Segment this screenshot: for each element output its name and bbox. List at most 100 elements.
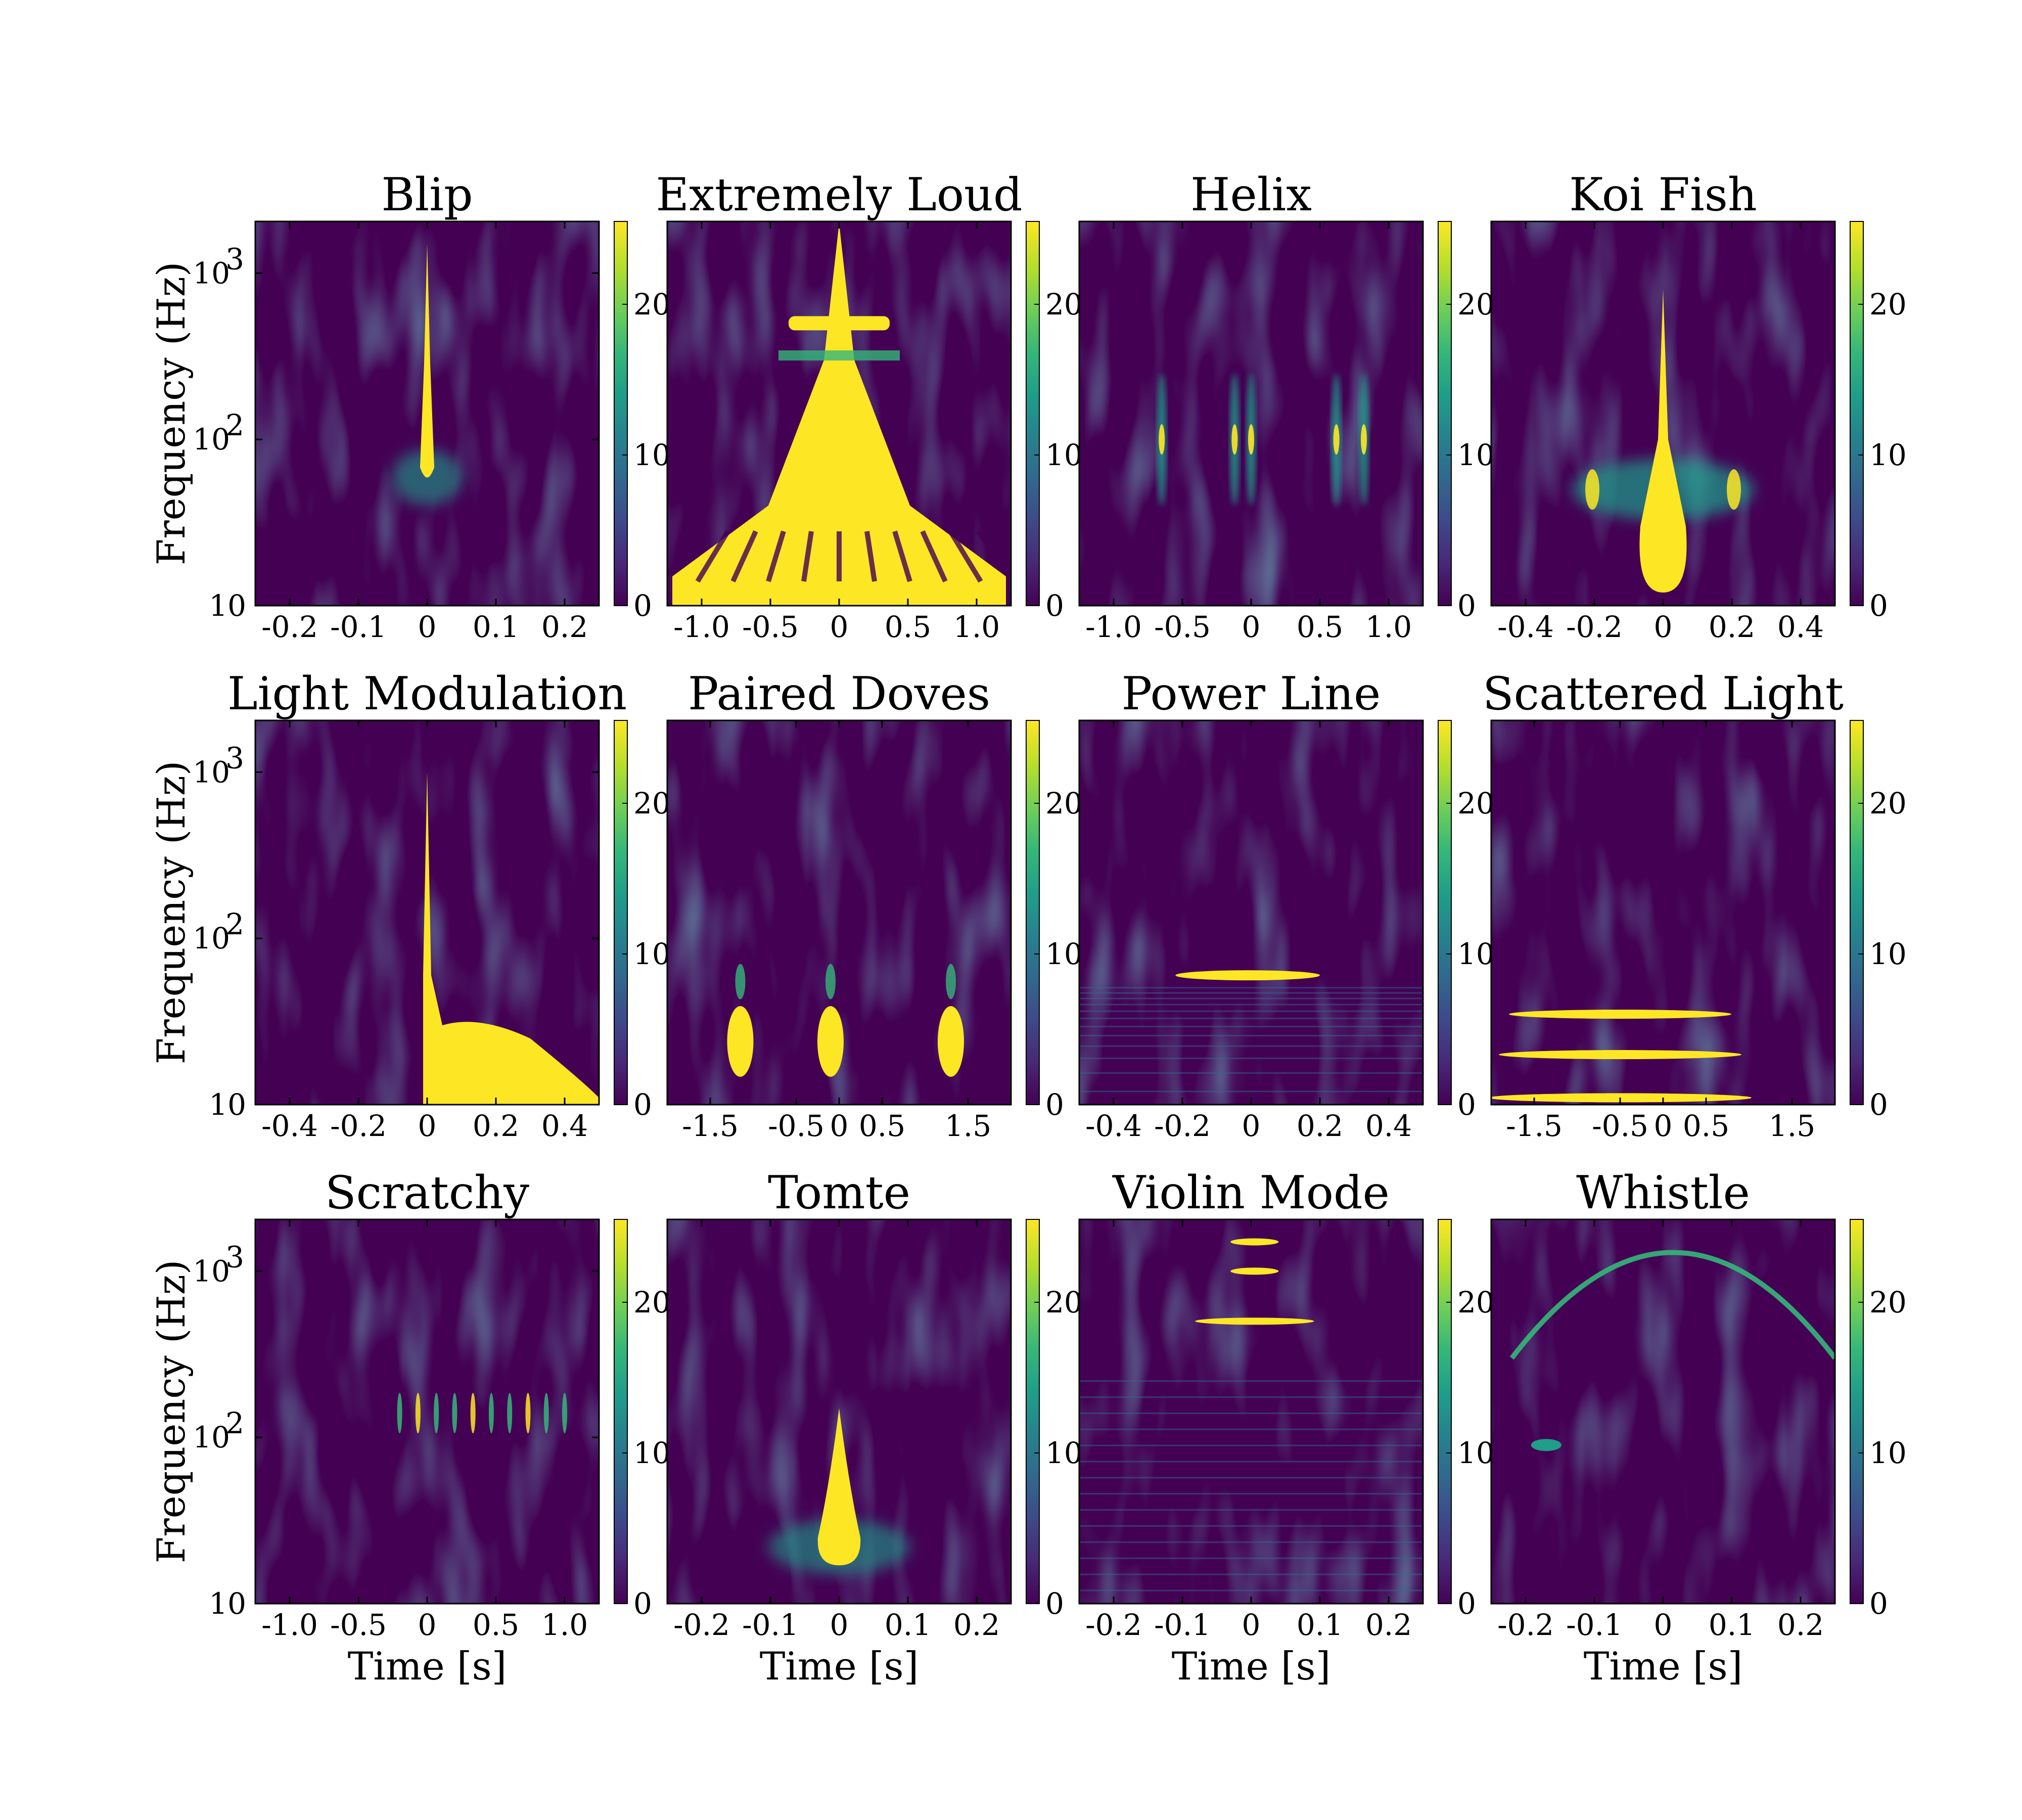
feature-cone	[667, 223, 1011, 606]
y-tick-label: 10	[193, 1254, 230, 1288]
spectrogram-area	[255, 720, 599, 1105]
y-tick-exponent: 2	[225, 408, 244, 442]
colorbar-tick-label: 0	[1869, 1586, 1888, 1621]
colorbar-tick-label: 10	[1869, 1436, 1907, 1470]
x-tick-label: 0	[830, 610, 849, 644]
x-tick-label: 0	[1242, 610, 1261, 644]
colorbar-tick-label: 10	[633, 937, 671, 971]
feature-line	[1079, 970, 1423, 1093]
panel-title: Power Line	[1122, 667, 1381, 720]
x-tick-label: -0.2	[673, 1608, 730, 1642]
panel-title: Whistle	[1576, 1166, 1750, 1219]
colorbar	[1438, 720, 1452, 1105]
x-tick-label: 0.1	[885, 1608, 931, 1642]
x-tick-label: -1.0	[1085, 610, 1142, 644]
feature-arc	[1509, 1250, 1835, 1451]
x-tick-label: -0.1	[330, 610, 387, 644]
colorbar	[1026, 221, 1040, 606]
y-tick-label: 10	[193, 1420, 230, 1454]
colorbar-tick-label: 20	[1045, 1285, 1083, 1320]
colorbar-tick-label: 10	[1045, 438, 1083, 472]
x-tick-label: 1.0	[1365, 610, 1412, 644]
colorbar-tick-label: 10	[1045, 937, 1083, 971]
x-tick-label: 0	[1242, 1109, 1261, 1143]
panel-title: Koi Fish	[1569, 168, 1757, 221]
x-tick-label: -0.5	[1154, 610, 1211, 644]
spectrogram-area	[1491, 221, 1835, 606]
colorbar-tick-label: 0	[1045, 1087, 1064, 1122]
spectrogram-area	[667, 221, 1011, 606]
colorbar-tick-label: 10	[1869, 937, 1907, 971]
x-tick-label: -0.5	[742, 610, 799, 644]
noise-texture	[1491, 720, 1835, 1105]
x-tick-label: 0	[1654, 1109, 1673, 1143]
spectrogram-area	[1491, 720, 1835, 1105]
y-tick-exponent: 2	[225, 907, 244, 941]
panel-title: Extremely Loud	[656, 168, 1022, 221]
x-tick-label: 0.5	[1683, 1109, 1729, 1143]
panel-title: Tomte	[768, 1166, 910, 1219]
x-tick-label: -0.2	[1085, 1608, 1142, 1642]
panel-title: Paired Doves	[688, 667, 990, 720]
colorbar	[614, 720, 628, 1105]
x-tick-label: -0.4	[1497, 610, 1554, 644]
feature-teardrop	[768, 1408, 910, 1575]
x-tick-label: -1.0	[673, 610, 730, 644]
colorbar-tick-label: 10	[633, 1436, 671, 1470]
colorbar-tick-label: 20	[633, 786, 671, 821]
colorbar-tick-label: 20	[1869, 1285, 1907, 1320]
y-tick-exponent: 3	[225, 741, 244, 775]
colorbar-tick-label: 0	[1045, 588, 1064, 623]
x-tick-label: 0	[418, 1109, 437, 1143]
feature-blobs	[727, 964, 964, 1077]
spectrogram-area	[1079, 720, 1423, 1105]
y-tick-label: 10	[209, 1087, 246, 1122]
x-tick-label: -0.4	[1085, 1109, 1142, 1143]
x-tick-label: 0	[418, 610, 437, 644]
panel-title: Light Modulation	[227, 667, 627, 720]
colorbar	[1850, 1219, 1864, 1604]
spectrogram-area	[667, 1219, 1011, 1604]
feature-comb	[397, 1393, 567, 1434]
x-axis-label: Time [s]	[1584, 1644, 1743, 1689]
y-tick-exponent: 3	[225, 242, 244, 276]
y-tick-label: 10	[193, 755, 230, 789]
x-tick-label: 0	[1242, 1608, 1261, 1642]
colorbar	[1438, 1219, 1452, 1604]
colorbar	[1850, 221, 1864, 606]
y-tick-exponent: 3	[225, 1240, 244, 1274]
colorbar-tick-label: 20	[1045, 287, 1083, 322]
noise-texture	[1079, 1219, 1423, 1604]
colorbar-tick-label: 0	[633, 588, 652, 623]
noise-texture	[255, 1219, 599, 1604]
y-axis-label: Frequency (Hz)	[149, 1260, 194, 1564]
spectrogram-area	[1079, 221, 1423, 606]
colorbar-tick-label: 0	[1457, 1087, 1476, 1122]
feature-spike_with_tail	[423, 772, 599, 1105]
y-axis-label: Frequency (Hz)	[149, 761, 194, 1065]
y-tick-exponent: 2	[225, 1406, 244, 1440]
colorbar	[1438, 221, 1452, 606]
x-tick-label: 0.2	[1365, 1608, 1412, 1642]
x-tick-label: 1.5	[1769, 1109, 1815, 1143]
spectrogram-area	[1079, 1219, 1423, 1604]
y-tick-label: 10	[209, 1586, 246, 1621]
spectrogram-area	[255, 221, 599, 606]
x-tick-label: -0.2	[1497, 1608, 1554, 1642]
spectrogram-area	[255, 1219, 599, 1604]
x-tick-label: -0.5	[330, 1608, 387, 1642]
x-tick-label: 1.0	[953, 610, 1000, 644]
y-tick-label: 10	[209, 588, 246, 623]
x-axis-label: Time [s]	[348, 1644, 507, 1689]
x-tick-label: 1.5	[945, 1109, 991, 1143]
colorbar-tick-label: 0	[1045, 1586, 1064, 1621]
colorbar-tick-label: 0	[1457, 588, 1476, 623]
x-tick-label: 0.1	[1297, 1608, 1343, 1642]
colorbar-tick-label: 10	[1457, 1436, 1495, 1470]
panel-title: Scratchy	[325, 1166, 529, 1219]
x-axis-label: Time [s]	[1172, 1644, 1331, 1689]
